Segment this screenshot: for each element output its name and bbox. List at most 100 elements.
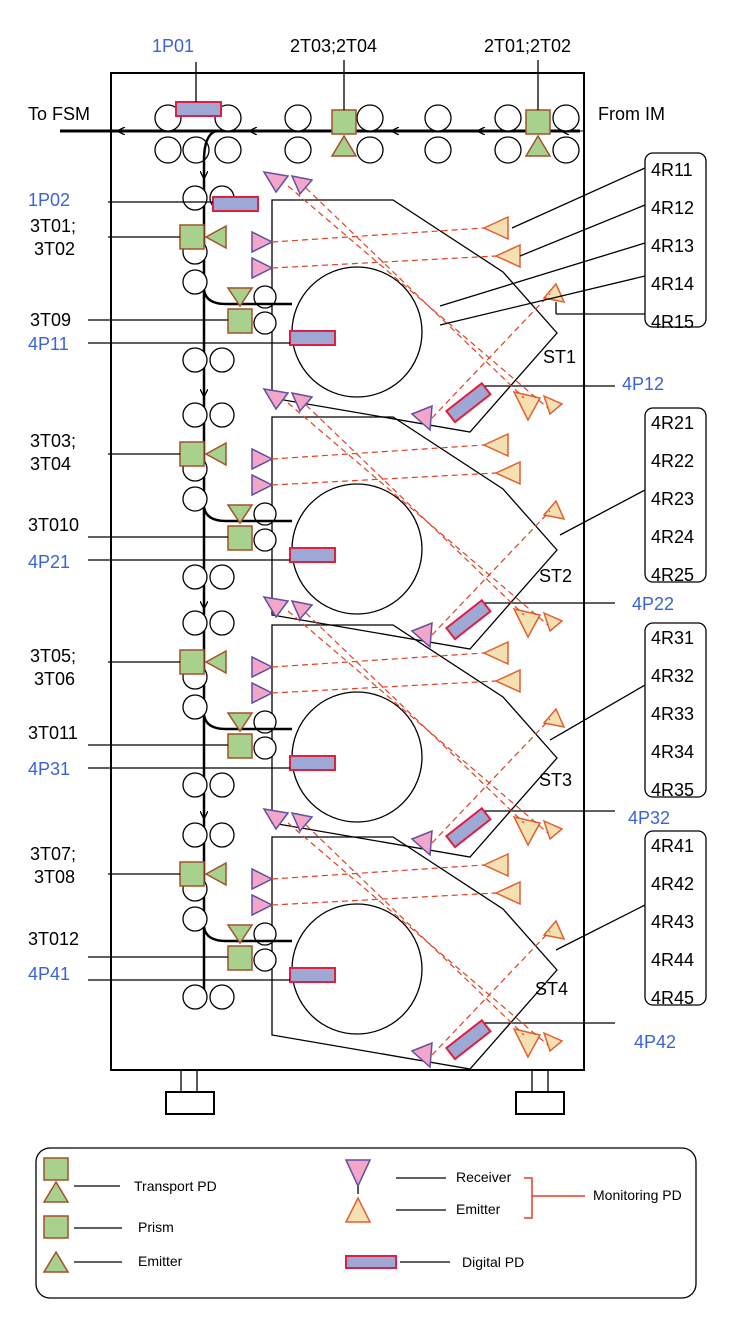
receiver-group-1: 4R11 4R12 4R13 4R14 4R15 xyxy=(644,152,707,332)
transport-pd-prism xyxy=(179,649,205,675)
roller xyxy=(182,564,208,590)
digital-pd xyxy=(289,330,336,346)
roller xyxy=(253,922,277,946)
transport-pd-prism xyxy=(227,525,253,551)
transport-pd-prism xyxy=(227,308,253,334)
digital-pd xyxy=(289,967,336,983)
receiver xyxy=(410,404,433,432)
roller xyxy=(253,285,277,309)
receiver xyxy=(251,893,274,917)
label-4p12: 4P12 xyxy=(622,374,664,394)
leader-line xyxy=(519,204,646,257)
beam-line xyxy=(271,255,497,269)
roller xyxy=(253,948,277,972)
top-rollers xyxy=(154,104,580,164)
receiver xyxy=(251,256,274,280)
beam-line xyxy=(431,510,551,636)
station-housing xyxy=(271,416,558,650)
digital-pd-1p02 xyxy=(108,196,259,212)
legend-mon-emitter-label: Emitter xyxy=(456,1201,501,1217)
digital-pd-1p01 xyxy=(175,62,222,117)
roller xyxy=(182,772,208,798)
receiver xyxy=(251,473,274,497)
beam-line xyxy=(271,652,485,668)
receiver xyxy=(262,170,290,194)
receiver-label: 4R21 xyxy=(651,413,694,433)
label-st1: ST1 xyxy=(543,347,576,367)
beam-line xyxy=(271,864,485,880)
receiver xyxy=(262,807,290,831)
receiver xyxy=(251,681,274,705)
label-3t05b: 3T06 xyxy=(34,669,75,689)
beam-line xyxy=(287,610,549,834)
beam-line xyxy=(305,612,525,824)
label-3t01a: 3T01; xyxy=(30,216,76,236)
emitter xyxy=(542,282,566,304)
digital-pd-angled xyxy=(444,598,492,641)
receiver-label: 4R44 xyxy=(651,950,694,970)
emitter xyxy=(512,1027,542,1059)
emitter xyxy=(494,460,521,486)
transport-pd-prism xyxy=(179,861,205,887)
beam-line xyxy=(431,293,551,419)
receiver-group-4: 4R41 4R42 4R43 4R44 4R45 xyxy=(644,830,707,1008)
roller xyxy=(182,610,208,636)
roller xyxy=(182,269,208,295)
receiver xyxy=(251,230,274,254)
group-box xyxy=(644,830,707,1006)
roller xyxy=(209,822,235,848)
beam-line xyxy=(287,402,549,626)
receiver-label: 4R15 xyxy=(651,312,694,332)
label-from-im: From IM xyxy=(598,104,665,124)
beam-line xyxy=(271,680,497,694)
roller xyxy=(253,710,277,734)
emitter xyxy=(542,499,566,521)
emitter xyxy=(542,707,566,729)
beam-line xyxy=(287,185,549,409)
legend-transport-icon xyxy=(42,1157,70,1203)
transport-pd-prism xyxy=(179,224,205,250)
transport-pd-prism xyxy=(227,945,253,971)
legend-prism-label: Prism xyxy=(138,1219,174,1235)
label-4p31: 4P31 xyxy=(28,759,70,779)
receiver-label: 4R31 xyxy=(651,628,694,648)
group-box xyxy=(644,407,707,583)
roller xyxy=(209,402,235,428)
label-4p11: 4P11 xyxy=(28,334,69,354)
roller xyxy=(253,736,277,760)
receiver xyxy=(290,391,314,413)
transport-pd-prism xyxy=(179,441,205,467)
roller xyxy=(253,502,277,526)
emitter xyxy=(512,815,542,847)
machine-frame xyxy=(110,72,585,1071)
receiver-group-2: 4R21 4R22 4R23 4R24 4R25 xyxy=(644,407,707,585)
transport-pd-prism xyxy=(227,733,253,759)
label-3t09: 3T09 xyxy=(30,310,71,330)
machine-feet xyxy=(165,1070,565,1115)
emitter xyxy=(542,819,564,841)
digital-pd xyxy=(289,547,336,563)
roller xyxy=(182,486,208,512)
receiver-groups: 4R11 4R12 4R13 4R14 4R15 4R21 4R22 4R23 4R24 4R25… xyxy=(439,152,707,1008)
receiver-label: 4R43 xyxy=(651,912,694,932)
station-4 xyxy=(88,807,615,1070)
label-st4: ST4 xyxy=(535,979,568,999)
leader-line xyxy=(549,684,646,741)
roller xyxy=(182,822,208,848)
receiver-label: 4R12 xyxy=(651,198,694,218)
receiver xyxy=(290,174,314,196)
transport-pd-emitter xyxy=(204,649,227,675)
roller xyxy=(209,610,235,636)
label-3t03a: 3T03; xyxy=(30,431,76,451)
transport-pd-emitter xyxy=(204,861,227,887)
legend-digital-label: Digital PD xyxy=(462,1254,524,1270)
label-2t03: 2T03;2T04 xyxy=(290,36,377,56)
receiver xyxy=(410,1041,433,1069)
roller xyxy=(209,564,235,590)
roller xyxy=(182,906,208,932)
label-4p32: 4P32 xyxy=(628,808,670,828)
transport-pd-2t03 xyxy=(330,60,358,157)
receiver-label: 4R13 xyxy=(651,236,694,256)
transport-pd-2t01 xyxy=(524,60,552,157)
label-4p41: 4P41 xyxy=(28,964,70,984)
